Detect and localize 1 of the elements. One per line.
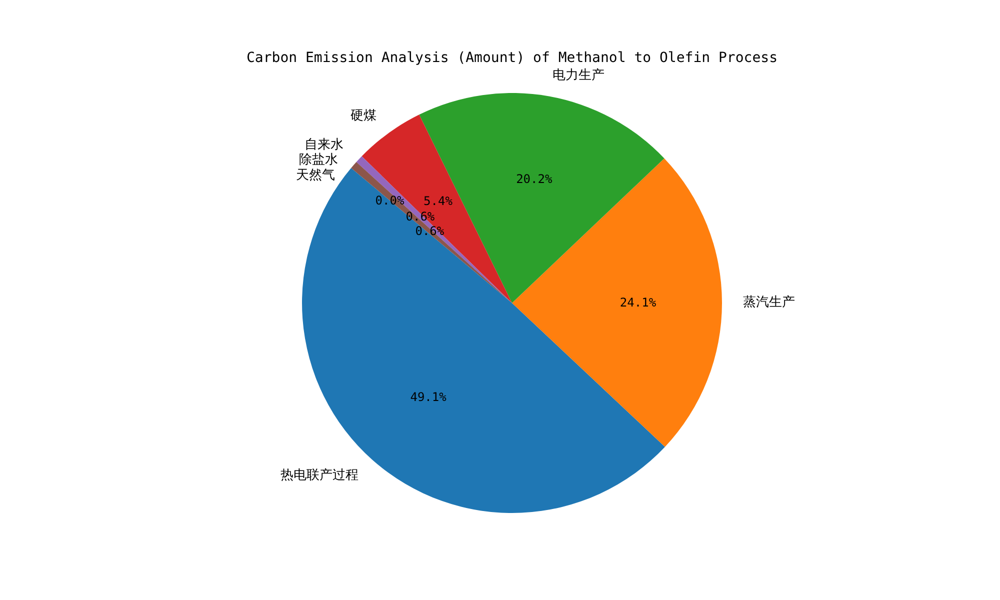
title: Carbon Emission Analysis (Amount) of Methanol to Olefin Process [246,50,778,66]
